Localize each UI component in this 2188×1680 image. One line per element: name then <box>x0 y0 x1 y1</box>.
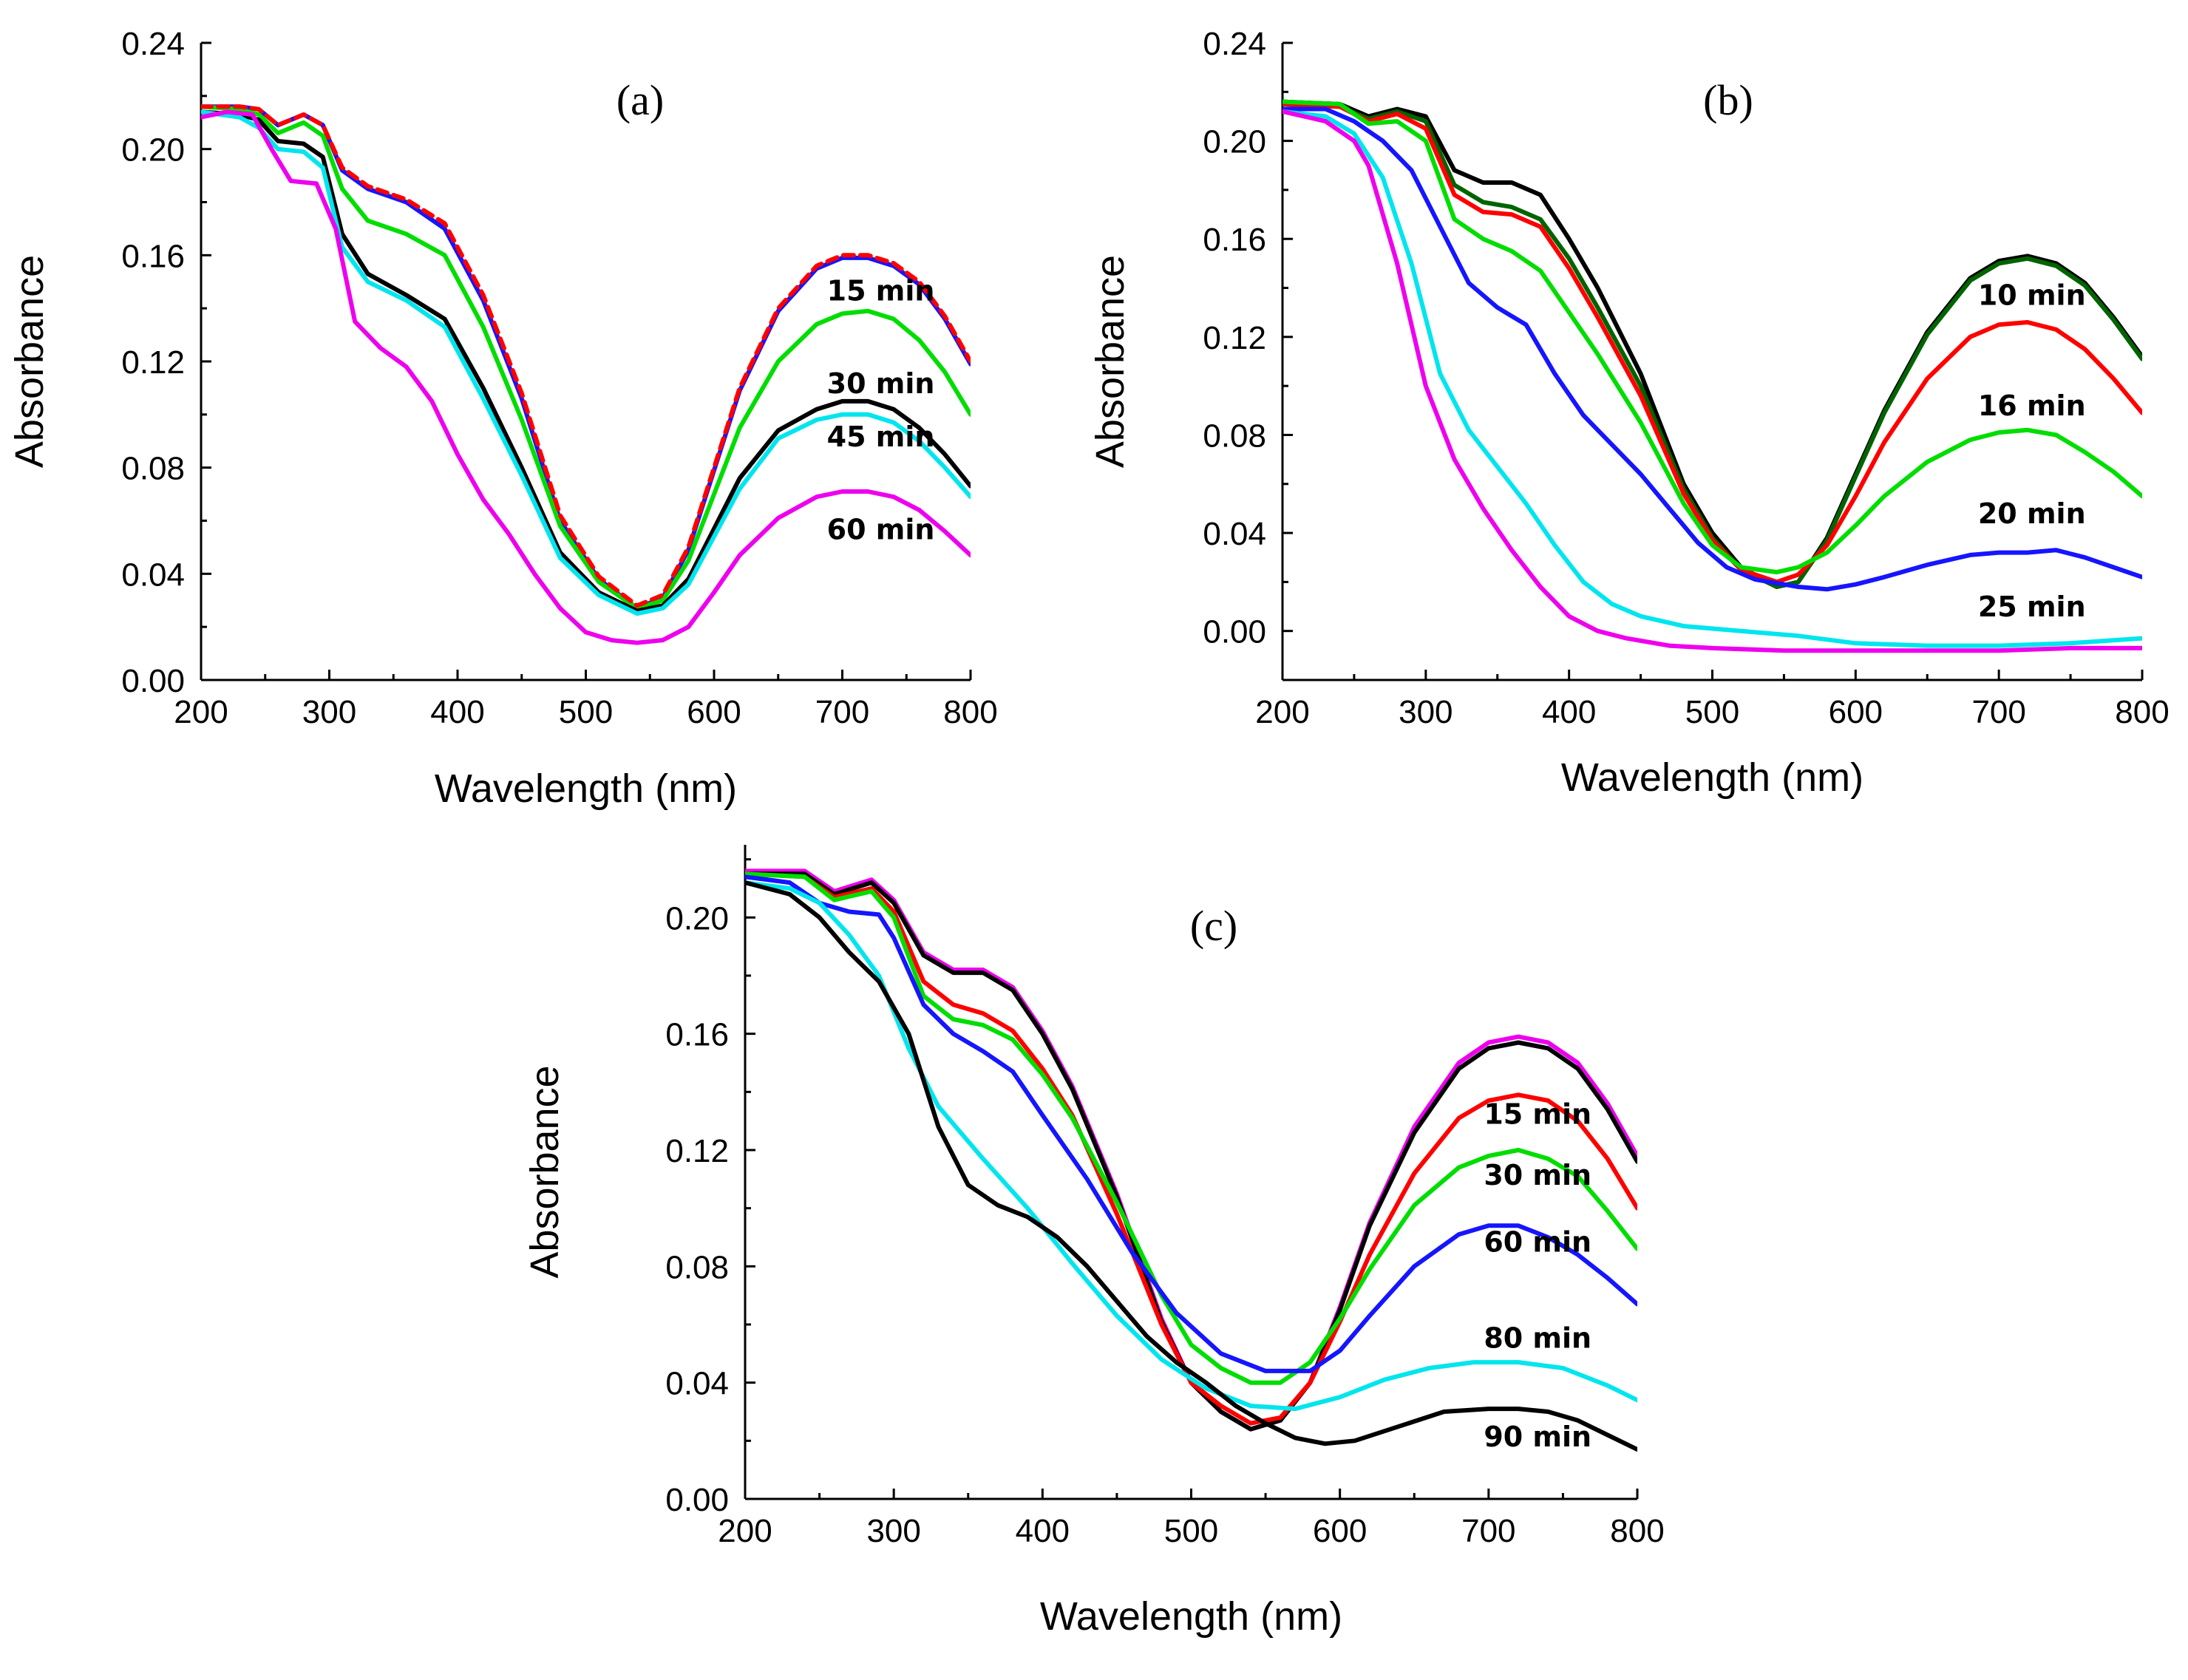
y-axis-title: Absorbance <box>523 1065 567 1278</box>
curve-annotation: 45 min <box>827 421 935 453</box>
x-tick-label: 600 <box>1313 1513 1367 1549</box>
panel-c: 200 300 400 500 600 700 800 0.00 0.04 0.08 0.12 0.1… <box>523 845 1665 1639</box>
x-tick-label: 500 <box>559 694 613 730</box>
x-tick-label: 200 <box>1255 694 1309 730</box>
y-tick-label: 0.12 <box>665 1133 729 1169</box>
series-line-red-dashed <box>201 104 971 608</box>
panel-label: (b) <box>1703 76 1753 124</box>
curve-annotation: 80 min <box>1484 1322 1591 1354</box>
curve-annotation: 30 min <box>1484 1159 1591 1191</box>
series-line-green <box>745 871 1637 1385</box>
curve-annotation: 90 min <box>1484 1421 1591 1453</box>
curve-annotation: 60 min <box>1484 1226 1591 1259</box>
y-tick-label: 0.04 <box>121 557 185 593</box>
y-tick-label: 0.00 <box>1203 614 1266 650</box>
x-tick-label: 400 <box>1542 694 1596 730</box>
x-tick-label: 400 <box>430 694 484 730</box>
y-tick-label: 0.12 <box>1203 320 1266 356</box>
x-tick-label: 500 <box>1685 694 1739 730</box>
x-tick-label: 600 <box>1829 694 1883 730</box>
y-tick-label: 0.20 <box>121 132 185 169</box>
x-axis-title: Wavelength (nm) <box>435 766 737 811</box>
panel-a: 200 300 400 500 600 700 800 0.00 0.04 0.08 0.12 0.1… <box>7 26 998 811</box>
series-line-cyan <box>1282 109 2142 648</box>
panel-b: 200 300 400 500 600 700 800 0.00 0.04 0.08 0.12 0.1… <box>1088 26 2170 800</box>
series-line-black-main <box>745 871 1637 1432</box>
y-tick-label: 0.20 <box>665 900 729 936</box>
panel-label: (a) <box>616 76 664 124</box>
curve-annotation: 15 min <box>1484 1098 1591 1131</box>
x-tick-label: 200 <box>174 694 228 730</box>
series-line-cyan <box>201 109 971 616</box>
y-tick-label: 0.08 <box>121 451 185 487</box>
y-axis-title: Absorbance <box>1088 255 1132 468</box>
y-tick-label: 0.24 <box>121 26 185 62</box>
series-group <box>1282 99 2142 653</box>
series-line-magenta <box>201 109 971 645</box>
series-group <box>201 104 971 645</box>
curve-annotation: 15 min <box>827 274 935 307</box>
y-tick-label: 0.24 <box>1203 26 1266 62</box>
y-tick-label: 0.08 <box>1203 418 1266 454</box>
y-tick-label: 0.00 <box>665 1482 729 1518</box>
y-tick-label: 0.20 <box>1203 124 1266 160</box>
x-tick-label: 700 <box>1971 694 2025 730</box>
series-line-black-low <box>745 880 1637 1452</box>
curve-annotation: 60 min <box>827 514 935 546</box>
y-tick-label: 0.08 <box>665 1249 729 1285</box>
x-tick-label: 600 <box>687 694 741 730</box>
x-tick-label: 800 <box>1610 1513 1664 1549</box>
series-group <box>745 868 1637 1452</box>
series-line-green <box>1282 99 2142 575</box>
curve-annotation: 16 min <box>1978 390 2086 422</box>
x-tick-label: 400 <box>1016 1513 1070 1549</box>
curve-annotation: 30 min <box>827 367 935 400</box>
x-tick-label: 500 <box>1164 1513 1218 1549</box>
series-line-black-dark <box>1282 99 2142 589</box>
x-tick-label: 200 <box>718 1513 772 1549</box>
x-tick-label: 800 <box>2115 694 2169 730</box>
curve-annotation: 10 min <box>1978 279 2086 312</box>
series-line-green <box>201 104 971 611</box>
y-tick-label: 0.16 <box>121 238 185 274</box>
y-tick-label: 0.16 <box>1203 222 1266 258</box>
series-line-magenta <box>1282 109 2142 653</box>
x-tick-label: 300 <box>1399 694 1453 730</box>
x-tick-label: 700 <box>815 694 869 730</box>
y-tick-label: 0.00 <box>121 663 185 699</box>
x-axis-title: Wavelength (nm) <box>1561 755 1863 800</box>
y-axis-title: Absorbance <box>7 255 52 468</box>
panel-label: (c) <box>1190 902 1237 950</box>
curve-annotation: 25 min <box>1978 591 2086 623</box>
y-tick-label: 0.16 <box>665 1017 729 1053</box>
x-tick-label: 700 <box>1461 1513 1515 1549</box>
y-tick-label: 0.04 <box>665 1366 729 1402</box>
y-tick-label: 0.04 <box>1203 516 1266 552</box>
x-tick-label: 300 <box>866 1513 920 1549</box>
x-tick-label: 300 <box>302 694 356 730</box>
x-tick-label: 800 <box>943 694 997 730</box>
series-line-cyan <box>745 880 1637 1412</box>
curve-annotation: 20 min <box>1978 497 2086 530</box>
series-line-blue <box>1282 106 2142 592</box>
series-line-red <box>745 871 1637 1426</box>
series-line-blue <box>745 874 1637 1373</box>
x-axis-title: Wavelength (nm) <box>1040 1594 1342 1639</box>
y-tick-label: 0.12 <box>121 344 185 381</box>
